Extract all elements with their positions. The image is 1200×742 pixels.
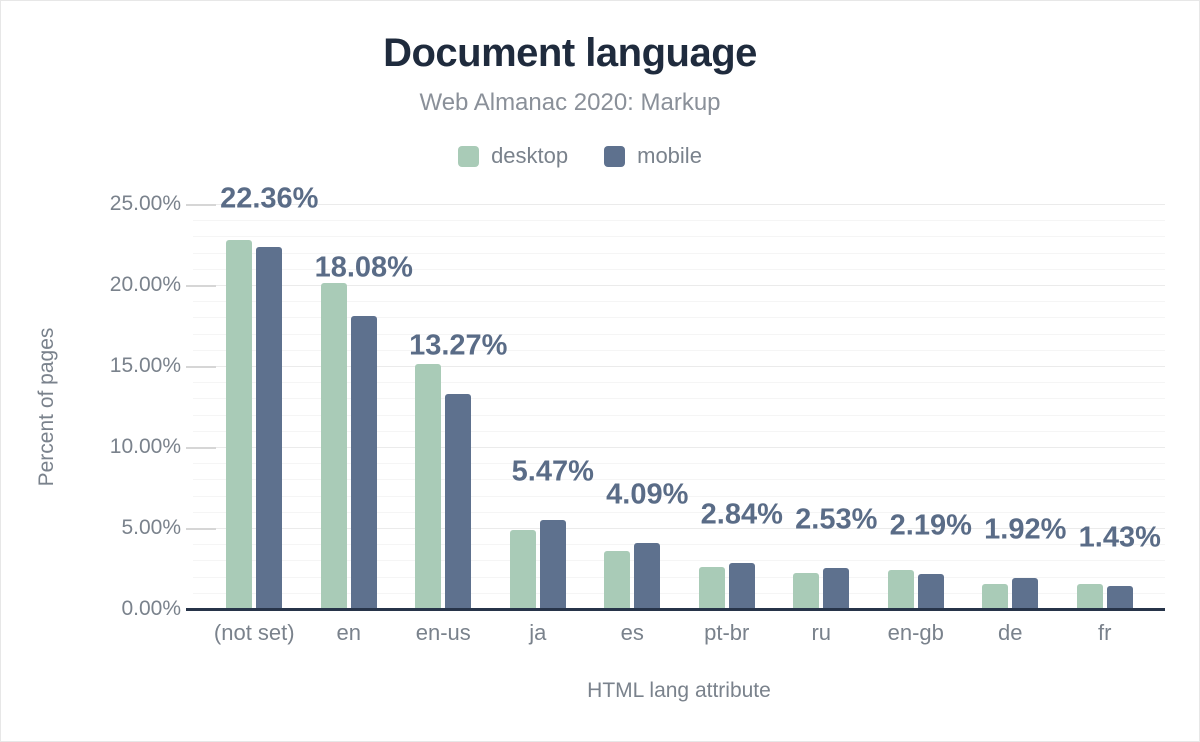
mobile-bar bbox=[256, 246, 283, 609]
x-tick-label: en bbox=[336, 620, 361, 645]
mobile-bar bbox=[350, 316, 377, 609]
y-tick-label: 5.00% bbox=[121, 516, 181, 539]
legend-item-desktop: desktop bbox=[458, 143, 568, 169]
minor-gridline bbox=[193, 220, 1165, 222]
mobile-bar bbox=[539, 520, 566, 609]
x-tick-label: (not set) bbox=[213, 620, 295, 645]
minor-gridline bbox=[193, 398, 1165, 400]
major-gridline bbox=[193, 447, 1165, 448]
x-tick-label: es bbox=[620, 620, 644, 645]
minor-gridline bbox=[193, 576, 1165, 578]
minor-gridline bbox=[193, 592, 1165, 594]
value-label: 1.92% bbox=[984, 513, 1067, 546]
chart-title: Document language bbox=[383, 31, 757, 75]
desktop-bar bbox=[887, 570, 914, 609]
desktop-bar bbox=[982, 583, 1009, 609]
desktop-bar bbox=[793, 573, 820, 609]
minor-gridline bbox=[193, 301, 1165, 303]
minor-gridline bbox=[193, 317, 1165, 319]
minor-gridline bbox=[193, 333, 1165, 335]
desktop-swatch-icon bbox=[458, 145, 480, 167]
y-axis-tick bbox=[186, 365, 216, 368]
value-label: 2.84% bbox=[700, 498, 783, 531]
legend: desktop mobile bbox=[1, 143, 1159, 169]
mobile-bar bbox=[917, 573, 944, 609]
major-gridline bbox=[193, 528, 1165, 529]
minor-gridline bbox=[193, 382, 1165, 384]
y-tick-label: 0.00% bbox=[121, 597, 181, 620]
x-tick-label: de bbox=[998, 620, 1023, 645]
desktop-bar bbox=[226, 239, 253, 609]
x-tick-label: pt-br bbox=[704, 620, 750, 645]
x-tick-label: fr bbox=[1098, 620, 1112, 645]
y-axis-tick bbox=[186, 527, 216, 530]
y-tick-label: 25.00% bbox=[109, 192, 181, 215]
y-axis-title: Percent of pages bbox=[35, 327, 58, 487]
minor-gridline bbox=[193, 236, 1165, 238]
major-gridline bbox=[193, 204, 1165, 205]
x-tick-label: ja bbox=[529, 620, 547, 645]
value-label: 1.43% bbox=[1078, 521, 1161, 554]
desktop-bar bbox=[509, 529, 536, 609]
value-label: 18.08% bbox=[314, 251, 413, 284]
value-label: 13.27% bbox=[409, 329, 508, 362]
y-tick-label: 15.00% bbox=[109, 354, 181, 377]
x-axis-title: HTML lang attribute bbox=[587, 679, 771, 702]
y-axis-tick bbox=[186, 446, 216, 449]
legend-item-mobile: mobile bbox=[604, 143, 702, 169]
mobile-bar bbox=[728, 562, 755, 609]
minor-gridline bbox=[193, 268, 1165, 270]
x-tick-label: ru bbox=[811, 620, 832, 645]
minor-gridline bbox=[193, 544, 1165, 546]
y-tick-label: 10.00% bbox=[109, 435, 181, 458]
minor-gridline bbox=[193, 430, 1165, 432]
desktop-bar bbox=[604, 550, 631, 609]
mobile-bar bbox=[445, 394, 472, 609]
value-label: 4.09% bbox=[606, 478, 689, 511]
y-tick-label: 20.00% bbox=[109, 273, 181, 296]
major-gridline bbox=[193, 285, 1165, 286]
mobile-bar bbox=[1106, 585, 1133, 609]
y-axis-tick bbox=[186, 284, 216, 287]
minor-gridline bbox=[193, 560, 1165, 562]
legend-label-desktop: desktop bbox=[491, 143, 569, 168]
value-label: 2.19% bbox=[889, 509, 972, 542]
value-label: 5.47% bbox=[511, 455, 594, 488]
x-axis-baseline bbox=[186, 607, 1165, 611]
minor-gridline bbox=[193, 252, 1165, 254]
value-label: 22.36% bbox=[220, 182, 319, 215]
value-label: 2.53% bbox=[795, 503, 878, 536]
mobile-bar bbox=[823, 568, 850, 609]
chart-subtitle: Web Almanac 2020: Markup bbox=[419, 89, 721, 116]
y-axis-tick bbox=[186, 203, 216, 206]
legend-label-mobile: mobile bbox=[637, 143, 702, 168]
minor-gridline bbox=[193, 349, 1165, 351]
x-tick-label: en-gb bbox=[887, 620, 944, 645]
mobile-bar bbox=[634, 542, 661, 609]
major-gridline bbox=[193, 366, 1165, 367]
desktop-bar bbox=[1076, 583, 1103, 609]
minor-gridline bbox=[193, 495, 1165, 497]
minor-gridline bbox=[193, 511, 1165, 513]
minor-gridline bbox=[193, 479, 1165, 481]
desktop-bar bbox=[698, 566, 725, 609]
minor-gridline bbox=[193, 463, 1165, 465]
mobile-swatch-icon bbox=[604, 145, 626, 167]
minor-gridline bbox=[193, 414, 1165, 416]
desktop-bar bbox=[320, 283, 347, 609]
mobile-bar bbox=[1012, 577, 1039, 609]
x-tick-label: en-us bbox=[415, 620, 471, 645]
desktop-bar bbox=[415, 364, 442, 609]
